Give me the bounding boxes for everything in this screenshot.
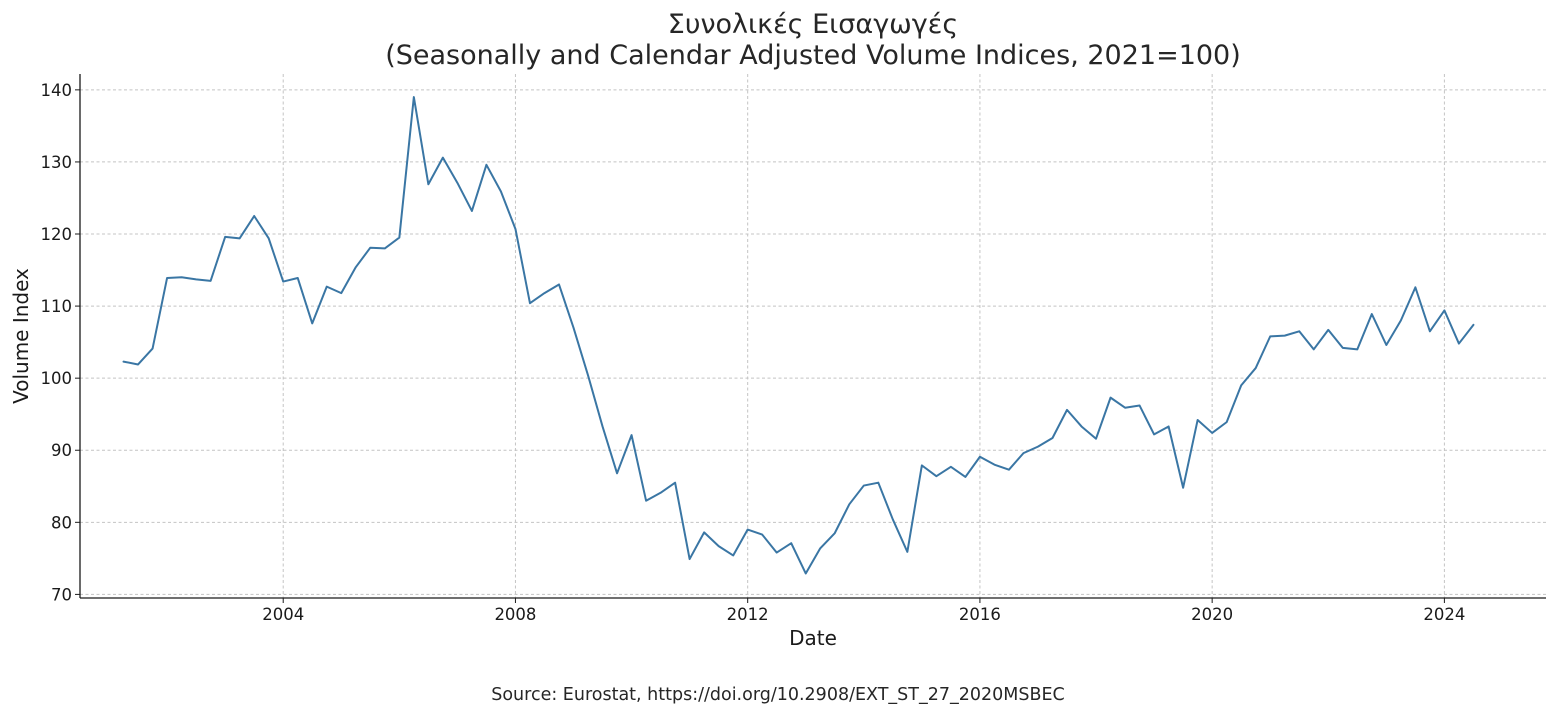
x-tick-label: 2012 <box>727 605 769 624</box>
chart-title-line1: Συνολικές Εισαγωγές <box>668 9 958 40</box>
series-layer <box>122 96 1475 575</box>
y-tick-label: 110 <box>41 297 73 316</box>
y-axis-label: Volume Index <box>9 268 33 404</box>
y-tick-label: 100 <box>41 369 73 388</box>
axes: 70 80 90 100 110 120 130 140 2004 2008 2012 2016 202… <box>41 74 1546 624</box>
chart-title-line2: (Seasonally and Calendar Adjusted Volume… <box>385 40 1241 71</box>
y-tick-label: 90 <box>51 441 72 460</box>
y-tick-label: 140 <box>41 81 73 100</box>
y-tick-label: 120 <box>41 225 73 244</box>
x-tick-label: 2004 <box>262 605 304 624</box>
x-tick-label: 2024 <box>1423 605 1465 624</box>
x-tick-label: 2008 <box>494 605 536 624</box>
y-tick-label: 130 <box>41 153 73 172</box>
source-note: Source: Eurostat, https://doi.org/10.290… <box>491 685 1065 705</box>
y-tick-label: 80 <box>51 513 72 532</box>
series-line <box>122 96 1475 575</box>
grid <box>80 74 1546 598</box>
y-tick-label: 70 <box>51 585 72 604</box>
x-axis-label: Date <box>789 626 837 650</box>
x-tick-label: 2020 <box>1191 605 1233 624</box>
x-tick-label: 2016 <box>959 605 1001 624</box>
